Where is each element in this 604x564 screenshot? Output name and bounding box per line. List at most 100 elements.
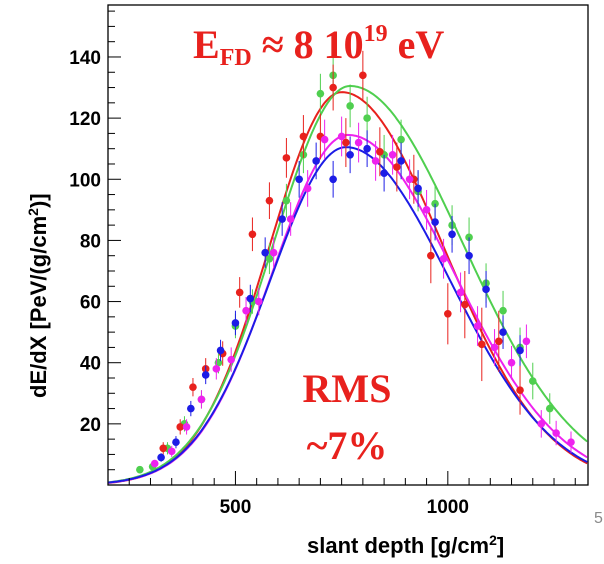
data-point: [359, 71, 367, 80]
rms-annotation: RMS: [303, 366, 392, 411]
data-point: [286, 215, 295, 223]
data-point: [444, 309, 452, 318]
fit-curve-green: [107, 85, 588, 484]
data-point: [371, 157, 380, 165]
data-point: [269, 248, 278, 257]
data-point: [499, 328, 507, 336]
data-point: [388, 151, 397, 159]
data-point: [473, 322, 482, 330]
series-blue: [157, 130, 524, 462]
data-point: [528, 377, 537, 385]
data-point: [189, 383, 197, 391]
y-tick-label: 20: [80, 415, 101, 436]
data-point: [516, 346, 524, 355]
data-point: [397, 135, 405, 144]
data-point: [354, 138, 363, 147]
axis-ticks: 20 40 60 80 100 120 140 500 1000: [69, 10, 576, 518]
slide-number: 5: [594, 510, 603, 527]
data-point: [246, 294, 255, 303]
data-point: [329, 83, 337, 92]
data-point: [337, 132, 346, 141]
data-points: [136, 50, 575, 474]
x-tick-label: 500: [220, 497, 252, 518]
data-point: [490, 343, 499, 352]
data-point: [431, 218, 439, 226]
fit-curves: [107, 85, 588, 484]
data-point: [376, 147, 384, 156]
data-point: [422, 206, 431, 214]
data-point: [363, 114, 371, 122]
data-point: [494, 337, 503, 346]
data-point: [393, 163, 401, 171]
data-point: [167, 447, 176, 456]
data-point: [159, 444, 168, 453]
data-point: [537, 420, 546, 428]
y-tick-label: 80: [80, 231, 101, 252]
data-point: [282, 154, 291, 162]
data-point: [342, 138, 350, 147]
data-point: [522, 337, 531, 346]
data-point: [172, 438, 180, 446]
data-point: [136, 465, 144, 474]
data-point: [278, 215, 286, 223]
data-point: [235, 288, 244, 297]
series-red: [159, 50, 524, 455]
y-tick-label: 100: [69, 170, 101, 191]
data-point: [397, 157, 405, 165]
data-point: [516, 386, 524, 395]
data-point: [242, 306, 250, 315]
data-point: [363, 144, 371, 153]
data-point: [552, 429, 560, 437]
data-point: [212, 365, 221, 373]
data-point: [448, 230, 456, 239]
data-point: [157, 453, 165, 462]
data-point: [465, 251, 473, 260]
energy-annotation: EFD ≈ 8 1019 eV: [193, 21, 444, 71]
data-point: [254, 297, 263, 306]
data-point: [176, 423, 185, 431]
data-point: [427, 251, 435, 260]
y-tick-label: 120: [69, 109, 101, 130]
data-point: [545, 404, 554, 413]
y-axis-title: dE/dX [PeV/(g/cm2)]: [25, 193, 51, 398]
data-point: [414, 184, 422, 193]
data-point: [329, 175, 337, 184]
data-point: [295, 175, 303, 184]
data-point: [303, 184, 312, 193]
data-point: [182, 423, 191, 431]
y-tick-label: 40: [80, 354, 101, 375]
data-point: [216, 346, 225, 355]
data-point: [346, 151, 354, 159]
data-point: [478, 340, 486, 349]
data-point: [265, 254, 274, 263]
data-point: [507, 358, 516, 367]
x-tick-label: 1000: [427, 497, 469, 518]
data-point: [299, 132, 308, 141]
data-point: [197, 395, 206, 404]
data-point: [248, 230, 257, 239]
data-point: [380, 169, 388, 177]
data-point: [405, 175, 414, 184]
data-point: [231, 319, 240, 327]
data-point: [282, 196, 291, 205]
data-point: [567, 438, 575, 446]
rms-value-annotation: ~7%: [307, 423, 388, 468]
plot-border: [107, 4, 589, 486]
data-point: [499, 306, 507, 315]
data-point: [150, 459, 159, 468]
data-point: [346, 102, 354, 110]
data-point: [320, 135, 329, 144]
data-point: [439, 254, 448, 263]
data-point: [316, 89, 325, 98]
data-point: [227, 355, 235, 364]
data-point: [265, 196, 274, 205]
fit-curve-blue: [107, 146, 588, 484]
data-point: [312, 157, 320, 165]
data-point: [187, 404, 195, 413]
data-point: [461, 300, 469, 309]
y-tick-label: 140: [69, 48, 101, 69]
data-point: [261, 248, 269, 257]
data-point: [482, 285, 490, 294]
plot-frame: [107, 4, 589, 486]
